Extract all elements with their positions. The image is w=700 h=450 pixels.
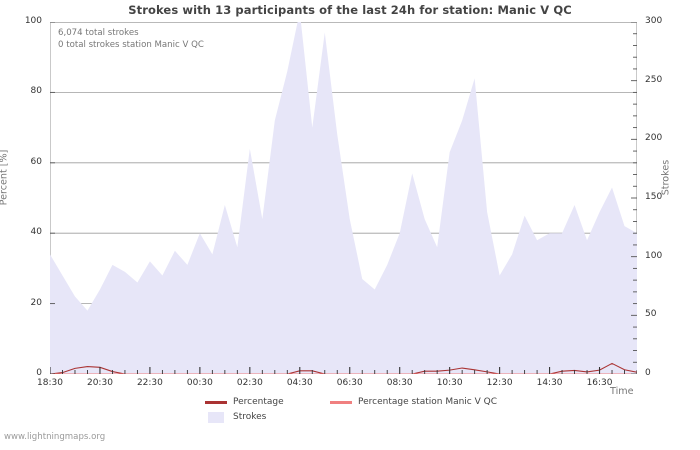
chart-title: Strokes with 13 participants of the last… — [128, 3, 572, 17]
legend-swatch-box-icon — [208, 412, 224, 423]
legend-item-label: Strokes — [233, 412, 267, 422]
x-axis-tick-label: 18:30 — [37, 378, 63, 388]
y-axis-right-tick-label: 100 — [645, 250, 663, 261]
x-axis-tick-label: 16:30 — [586, 378, 613, 388]
annotation-total-strokes: 6,074 total strokes — [58, 28, 139, 38]
x-axis-tick-label: 02:30 — [236, 378, 263, 388]
y-axis-left-tick-label: 100 — [24, 16, 42, 26]
x-axis-tick-label: 08:30 — [386, 378, 413, 388]
y-axis-right-tick-label: 300 — [645, 16, 663, 26]
annotation-station-strokes: 0 total strokes station Manic V QC — [58, 40, 204, 50]
legend-swatch-line-icon — [330, 401, 352, 404]
y-axis-left-tick-label: 80 — [30, 86, 42, 97]
y-axis-right-tick-label: 0 — [645, 368, 651, 378]
y-axis-title-right: Strokes — [660, 159, 672, 196]
x-axis-tick-label: 00:30 — [186, 378, 213, 388]
y-axis-right-tick-label: 250 — [645, 74, 663, 85]
y-axis-left-tick-label: 60 — [30, 156, 42, 167]
x-axis-title: Time — [610, 386, 634, 397]
y-axis-left-tick-label: 40 — [30, 227, 42, 238]
legend-item-label: Percentage station Manic V QC — [358, 397, 498, 407]
x-axis-tick-label: 22:30 — [136, 378, 163, 388]
legend-swatch-line-icon — [205, 401, 227, 404]
x-axis-tick-label: 10:30 — [436, 378, 463, 388]
y-axis-left-tick-label: 0 — [36, 368, 42, 378]
y-axis-right-tick-label: 200 — [645, 133, 663, 144]
footer-attribution: www.lightningmaps.org — [4, 432, 106, 442]
x-axis-tick-label: 20:30 — [86, 378, 113, 388]
y-axis-right-tick-label: 150 — [645, 192, 663, 202]
y-axis-left-tick-label: 20 — [30, 297, 42, 308]
legend-item-label: Percentage — [233, 397, 284, 407]
x-axis-tick-label: 04:30 — [286, 378, 313, 388]
x-axis-tick-label: 12:30 — [486, 378, 513, 388]
x-axis-tick-label: 14:30 — [536, 378, 563, 388]
x-axis-tick-label: 06:30 — [336, 378, 363, 388]
y-axis-right-tick-label: 50 — [645, 309, 657, 320]
plot-canvas — [50, 22, 637, 374]
